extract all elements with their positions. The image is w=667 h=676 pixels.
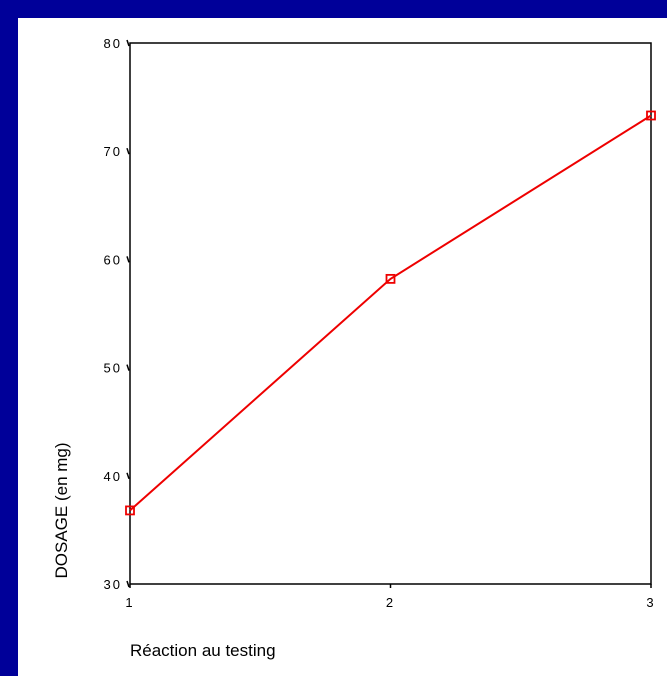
plot-frame — [129, 42, 652, 585]
y-tick-mark — [126, 39, 130, 47]
data-point — [125, 505, 135, 516]
series-group — [125, 110, 656, 516]
x-tick-label: 3 — [646, 595, 655, 610]
y-tick-label: 30 — [104, 577, 122, 592]
x-tick-label: 2 — [386, 595, 395, 610]
y-tick-mark — [126, 256, 130, 263]
x-axis-title: Réaction au testing — [130, 641, 276, 660]
slide-background: 30 40 50 60 70 80 1 2 3 Réaction au testing DOS… — [18, 18, 667, 676]
y-tick-label: 50 — [104, 361, 122, 376]
y-tick-mark — [126, 364, 130, 371]
y-tick-mark — [126, 472, 130, 480]
series-line — [129, 114, 652, 512]
y-tick-mark — [126, 147, 130, 155]
y-tick-label: 60 — [104, 252, 122, 267]
data-point — [385, 273, 396, 284]
y-axis: 30 40 50 60 70 80 — [104, 36, 130, 592]
y-tick-label: 80 — [104, 36, 122, 51]
y-tick-mark — [126, 580, 130, 588]
data-point — [646, 110, 656, 121]
y-axis-title: DOSAGE (en mg) — [52, 442, 71, 578]
x-axis: 1 2 3 — [125, 584, 655, 610]
y-tick-label: 40 — [104, 469, 122, 484]
y-tick-label: 70 — [104, 144, 122, 159]
line-chart: 30 40 50 60 70 80 1 2 3 Réaction au testing DOS… — [52, 36, 656, 660]
x-tick-label: 1 — [125, 595, 134, 610]
